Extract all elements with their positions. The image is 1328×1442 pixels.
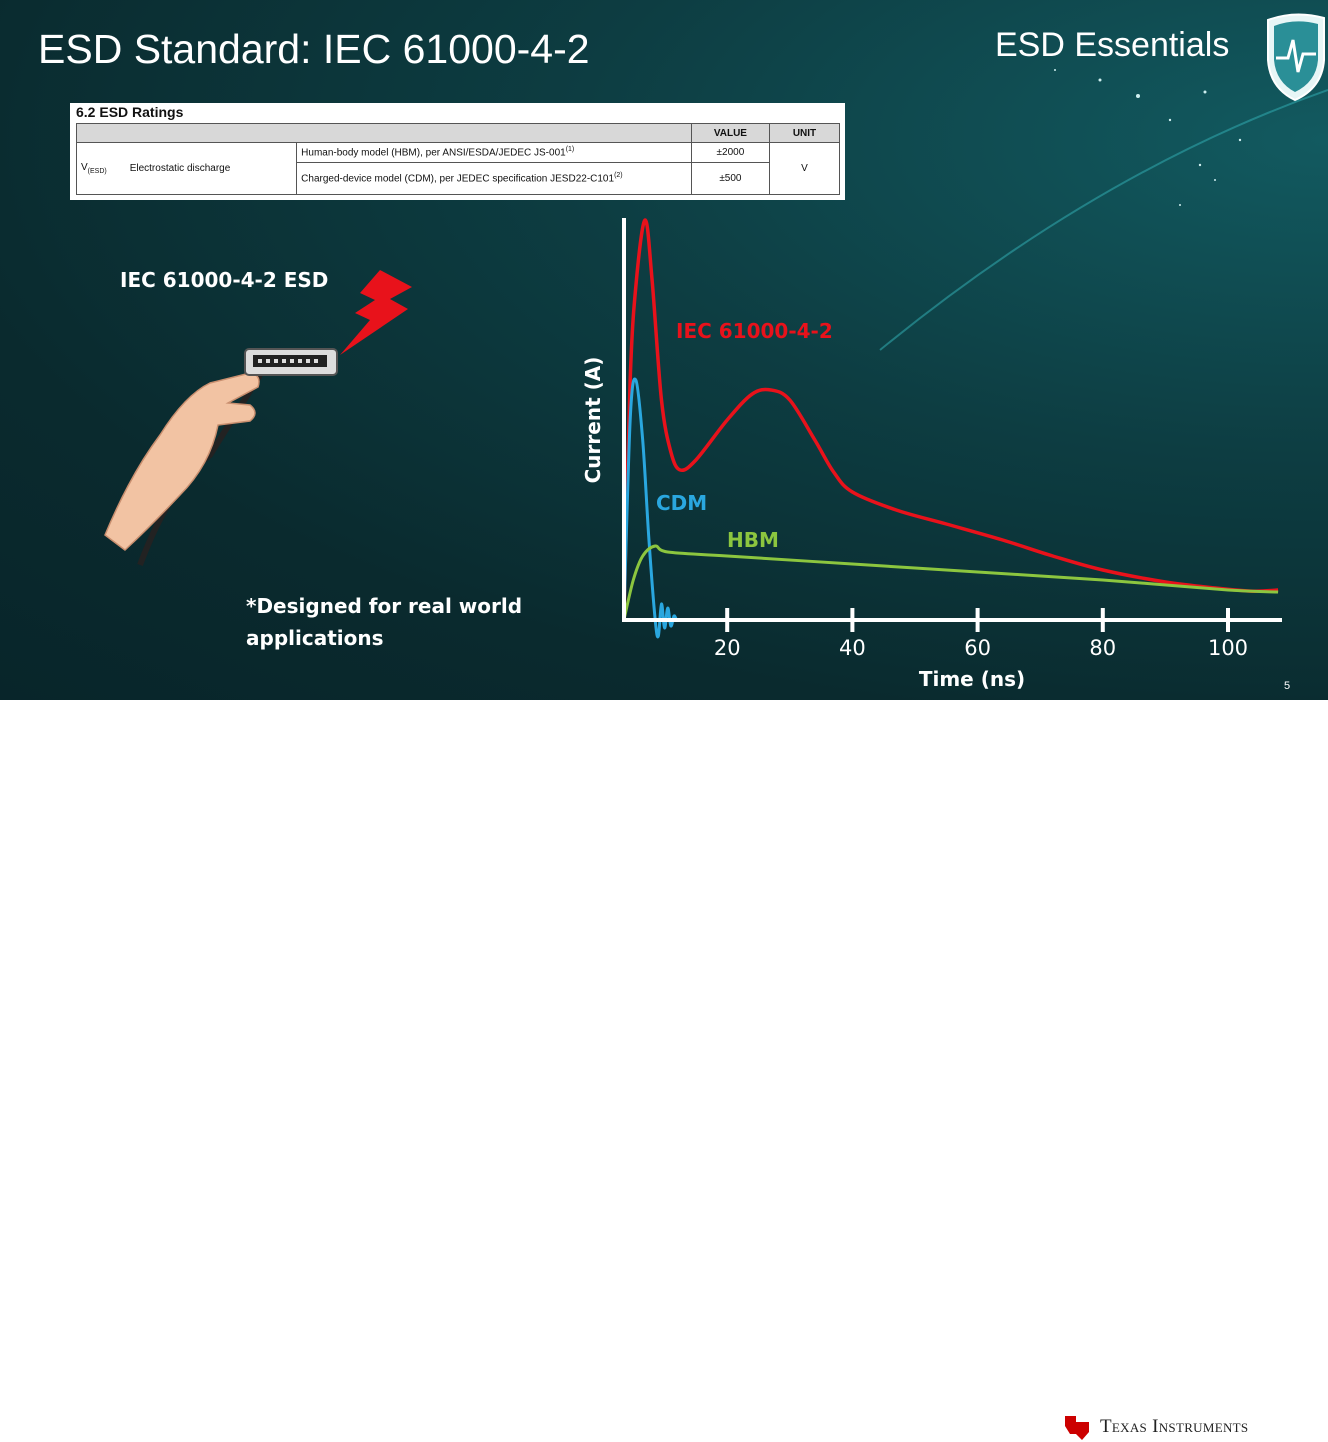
footer-bar: Texas Instruments — [0, 700, 1328, 1440]
note-line-1: *Designed for real world — [246, 594, 523, 618]
cdm-condition: Charged-device model (CDM), per JEDEC sp… — [296, 162, 692, 195]
cdm-value: ±500 — [690, 162, 770, 195]
lightning-icon — [340, 270, 412, 355]
brand-title: ESD Essentials — [995, 26, 1230, 64]
series-label-hbm: HBM — [727, 528, 779, 552]
texas-instruments-logo: Texas Instruments — [1062, 1412, 1248, 1442]
esd-waveform-chart: 20 40 60 80 100 Current (A) Time (ns) IEC 61… — [581, 218, 1282, 691]
ti-state-icon — [1065, 1416, 1089, 1440]
esd-ratings-table: 6.2 ESD Ratings VALUE UNIT V(ESD) Electr… — [70, 103, 845, 200]
header-blank — [76, 123, 692, 143]
series-line-hbm — [622, 544, 1279, 621]
shield-logo-icon — [1267, 13, 1325, 102]
header-unit: UNIT — [768, 123, 841, 143]
x-tick-label: 80 — [1089, 636, 1116, 660]
slide-title: ESD Standard: IEC 61000-4-2 — [38, 26, 590, 72]
note-line-2: applications — [246, 626, 384, 650]
x-tick-label: 40 — [839, 636, 866, 660]
background-decoration — [879, 69, 1328, 351]
x-tick-label: 20 — [714, 636, 741, 660]
slide: ESD Standard: IEC 61000-4-2 ESD Essentia… — [0, 0, 1328, 700]
iec-esd-label: IEC 61000-4-2 ESD — [120, 268, 329, 292]
note-text: *Designed for real world applications — [246, 590, 522, 654]
x-tick-label: 100 — [1208, 636, 1248, 660]
header-value: VALUE — [690, 123, 770, 143]
series-label-iec: IEC 61000-4-2 — [676, 319, 833, 343]
parameter-cell: Electrostatic discharge — [125, 142, 298, 195]
table-caption: 6.2 ESD Ratings — [76, 104, 184, 120]
x-tick-label: 60 — [964, 636, 991, 660]
series-label-cdm: CDM — [656, 491, 707, 515]
hand-holding-cable-illustration — [104, 270, 412, 567]
y-axis-label: Current (A) — [581, 357, 605, 484]
x-axis-label: Time (ns) — [919, 667, 1025, 691]
unit-cell: V — [768, 142, 841, 195]
symbol-cell: V(ESD) — [75, 142, 126, 195]
series-line-iec-61000-4-2 — [622, 218, 1279, 621]
slide-number: 5 — [1284, 680, 1291, 692]
